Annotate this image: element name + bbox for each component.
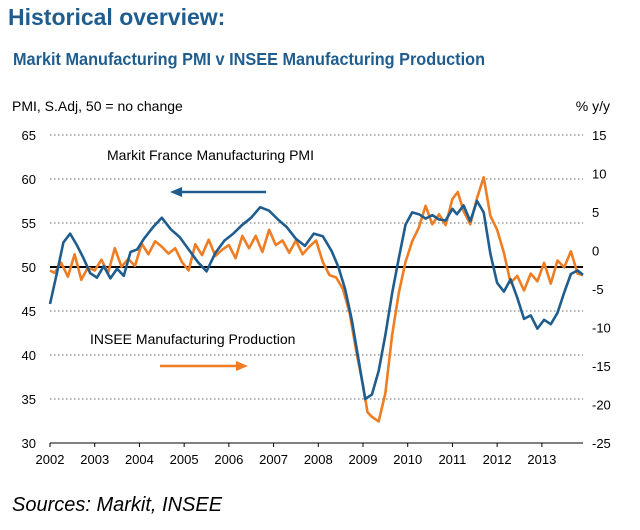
x-axis-ticks: 2002 2003 2004 2005 2006 2007 2008 2009 2010 2011… — [36, 442, 583, 467]
x-tick-label: 2011 — [438, 452, 466, 467]
series-line-insee-production — [49, 176, 584, 423]
x-tick-label: 2003 — [80, 452, 109, 467]
left-tick-label: 30 — [22, 436, 36, 451]
x-tick-label: 2013 — [527, 452, 556, 467]
right-tick-label: -25 — [592, 436, 611, 451]
left-tick-label: 50 — [22, 260, 36, 275]
arrow-right-icon — [236, 361, 248, 371]
x-tick-label: 2009 — [349, 452, 378, 467]
left-tick-label: 65 — [22, 128, 36, 143]
right-tick-label: 15 — [592, 128, 606, 143]
left-axis-label: PMI, S.Adj, 50 = no change — [12, 98, 183, 114]
x-tick-label: 2004 — [125, 452, 154, 467]
left-axis-ticks: 30 35 40 45 50 55 60 65 — [22, 128, 36, 451]
x-tick-label: 2007 — [259, 452, 288, 467]
chart-subtitle: Markit Manufacturing PMI v INSEE Manufac… — [13, 49, 486, 69]
x-tick-label: 2002 — [36, 452, 65, 467]
page-title: Historical overview: — [8, 4, 226, 30]
series-line-markit-pmi — [48, 199, 584, 401]
x-tick-label: 2006 — [214, 452, 243, 467]
right-axis-ticks: -25 -20 -15 -10 -5 0 5 10 15 — [592, 128, 611, 451]
right-tick-label: -15 — [592, 359, 611, 374]
right-tick-label: -5 — [592, 282, 604, 297]
legend-production: INSEE Manufacturing Production — [90, 331, 295, 371]
left-tick-label: 35 — [22, 392, 36, 407]
left-tick-label: 60 — [22, 172, 36, 187]
right-tick-label: -10 — [592, 321, 611, 336]
source-note: Sources: Markit, INSEE — [12, 494, 223, 516]
x-tick-label: 2010 — [393, 452, 422, 467]
arrow-left-icon — [170, 187, 182, 197]
left-tick-label: 55 — [22, 216, 36, 231]
right-axis-label: % y/y — [576, 98, 610, 114]
x-tick-label: 2008 — [304, 452, 333, 467]
legend-production-label: INSEE Manufacturing Production — [90, 331, 295, 347]
x-tick-label: 2012 — [483, 452, 512, 467]
legend-pmi: Markit France Manufacturing PMI — [107, 147, 314, 197]
left-tick-label: 45 — [22, 304, 36, 319]
right-tick-label: 5 — [592, 205, 599, 220]
right-tick-label: 10 — [592, 167, 606, 182]
x-tick-label: 2005 — [170, 452, 199, 467]
left-tick-label: 40 — [22, 348, 36, 363]
right-tick-label: 0 — [592, 244, 599, 259]
right-tick-label: -20 — [592, 398, 611, 413]
legend-pmi-label: Markit France Manufacturing PMI — [107, 147, 314, 163]
